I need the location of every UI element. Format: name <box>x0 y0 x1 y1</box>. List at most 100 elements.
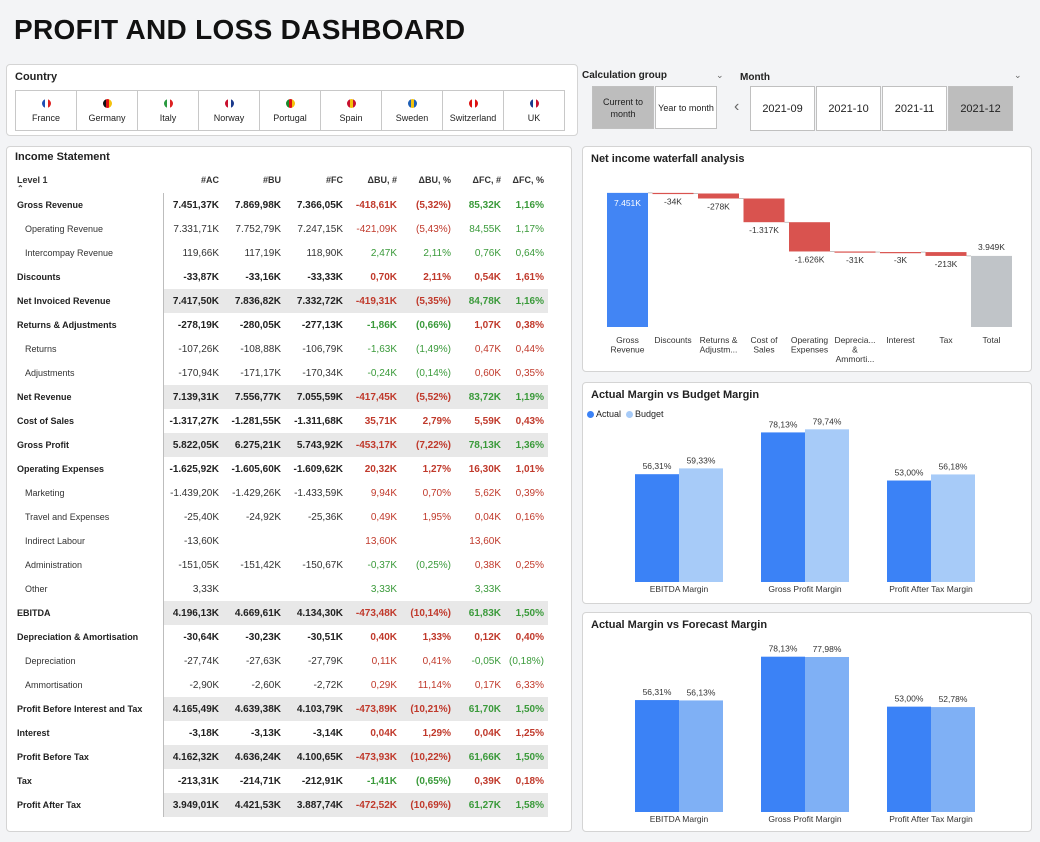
column-header[interactable]: #AC <box>200 175 219 185</box>
compare-bar[interactable] <box>931 707 975 812</box>
cell-fc: 3.887,74K <box>285 793 347 817</box>
month-option[interactable]: 2021-12 <box>948 86 1013 131</box>
sort-ascending-icon[interactable]: ⌃ <box>17 184 24 193</box>
cell-bu: 7.556,77K <box>223 385 285 409</box>
cell-dfc: 0,38K <box>474 559 501 571</box>
country-slicer-label: Country <box>15 71 58 83</box>
table-row[interactable]: Profit After Tax 3.949,01K 4.421,53K 3.887,… <box>13 793 549 817</box>
compare-bar[interactable] <box>679 468 723 582</box>
country-option-italy[interactable]: Italy <box>137 90 199 131</box>
table-row[interactable]: Profit Before Tax 4.162,32K 4.636,24K 4.100… <box>13 745 549 769</box>
table-row[interactable]: Gross Revenue 7.451,37K 7.869,98K 7.366,05K… <box>13 193 548 217</box>
table-row[interactable]: Marketing -1.439,20K -1.429,26K -1.433,59K 9… <box>13 481 548 505</box>
chevron-left-icon[interactable]: ‹ <box>734 98 740 115</box>
row-label: Cost of Sales <box>13 409 164 433</box>
row-label: Tax <box>13 769 164 793</box>
waterfall-bar[interactable] <box>743 198 785 223</box>
cell-fc: -106,79K <box>302 343 343 355</box>
country-option-uk[interactable]: UK <box>503 90 565 131</box>
country-option-france[interactable]: France <box>15 90 77 131</box>
waterfall-bar[interactable] <box>698 193 739 199</box>
country-option-portugal[interactable]: Portugal <box>259 90 321 131</box>
table-row[interactable]: Operating Expenses -1.625,92K -1.605,60K -1… <box>13 457 548 481</box>
waterfall-bar[interactable] <box>789 222 830 252</box>
country-option-germany[interactable]: Germany <box>76 90 138 131</box>
header-level-1[interactable]: Level 1 ⌃ <box>17 175 48 193</box>
compare-bar[interactable] <box>931 474 975 582</box>
table-row[interactable]: Administration -151,05K -151,42K -150,67K -0… <box>13 553 548 577</box>
cell-dbup: 0,70% <box>422 487 451 499</box>
cell-bu: 7.836,82K <box>223 289 285 313</box>
compare-bar[interactable] <box>805 656 849 812</box>
table-row[interactable]: Operating Revenue 7.331,71K 7.752,79K 7.247… <box>13 217 548 241</box>
waterfall-bar[interactable] <box>652 192 694 195</box>
table-row[interactable]: Travel and Expenses -25,40K -24,92K -25,36K… <box>13 505 548 529</box>
calc-option-year-to-month[interactable]: Year to month <box>655 86 717 129</box>
compare-bar[interactable] <box>679 700 723 812</box>
country-list: France Germany Italy Norway Portugal Spain Swe… <box>15 90 565 131</box>
table-row[interactable]: Ammortisation -2,90K -2,60K -2,72K 0,29K 11,1… <box>13 673 548 697</box>
table-row[interactable]: Profit Before Interest and Tax 4.165,49K 4… <box>13 697 549 721</box>
cell-fc: -1.433,59K <box>294 487 343 499</box>
chevron-down-icon[interactable]: ⌄ <box>716 70 724 80</box>
month-option[interactable]: 2021-10 <box>816 86 881 131</box>
table-row[interactable]: Net Invoiced Revenue 7.417,50K 7.836,82K 7.… <box>13 289 549 313</box>
country-option-norway[interactable]: Norway <box>198 90 260 131</box>
actual-bar[interactable] <box>635 474 679 582</box>
column-header[interactable]: ΔFC, # <box>472 175 501 185</box>
country-option-sweden[interactable]: Sweden <box>381 90 443 131</box>
calc-option-current-to-month[interactable]: Current to month <box>592 86 654 129</box>
table-row[interactable]: Tax -213,31K -214,71K -212,91K -1,41K (0,65%)… <box>13 769 548 793</box>
country-option-spain[interactable]: Spain <box>320 90 382 131</box>
cell-ac: -151,05K <box>178 559 219 571</box>
column-header[interactable]: ΔFC, % <box>512 175 545 185</box>
column-header[interactable]: ΔBU, # <box>367 175 397 185</box>
table-row[interactable]: Intercompay Revenue 119,66K 117,19K 118,90K… <box>13 241 548 265</box>
actual-bar[interactable] <box>887 480 931 582</box>
column-header[interactable]: ΔBU, % <box>418 175 451 185</box>
table-row[interactable]: Returns -107,26K -108,88K -106,79K -1,63K (1,… <box>13 337 548 361</box>
cell-ac: 7.331,71K <box>173 223 219 235</box>
cell-ac: 7.417,50K <box>163 289 223 313</box>
table-row[interactable]: Other 3,33K 3,33K 3,33K <box>13 577 548 601</box>
table-row[interactable]: Depreciation & Amortisation -30,64K -30,23… <box>13 625 548 649</box>
table-row[interactable]: Adjustments -170,94K -171,17K -170,34K -0,24… <box>13 361 548 385</box>
table-row[interactable]: Depreciation -27,74K -27,63K -27,79K 0,11K 0,… <box>13 649 548 673</box>
cell-dfcp: 1,17% <box>515 223 545 235</box>
column-header[interactable]: #BU <box>262 175 281 185</box>
compare-bar[interactable] <box>805 429 849 582</box>
actual-bar[interactable] <box>761 432 805 582</box>
waterfall-bar[interactable] <box>834 251 876 253</box>
column-header[interactable]: #FC <box>325 175 343 185</box>
waterfall-bar[interactable] <box>880 252 921 254</box>
row-label: Gross Revenue <box>13 193 164 217</box>
cell-bu: -280,05K <box>239 319 281 331</box>
waterfall-bar[interactable] <box>607 192 648 327</box>
flag-icon <box>407 98 417 108</box>
table-row[interactable]: Discounts -33,87K -33,16K -33,33K 0,70K 2,11%… <box>13 265 548 289</box>
category-label: Gross Profit Margin <box>768 584 841 594</box>
legend-item-budget[interactable]: Budget <box>626 409 664 419</box>
table-row[interactable]: Interest -3,18K -3,13K -3,14K 0,04K 1,29% 0,04… <box>13 721 548 745</box>
table-row[interactable]: Cost of Sales -1.317,27K -1.281,55K -1.311,… <box>13 409 548 433</box>
waterfall-bar[interactable] <box>971 255 1012 327</box>
waterfall-bar[interactable] <box>925 252 967 256</box>
country-option-switzerland[interactable]: Switzerland <box>442 90 504 131</box>
data-label: 78,13% <box>769 419 798 429</box>
month-option[interactable]: 2021-11 <box>882 86 947 131</box>
cell-dfc: 16,30K <box>468 463 501 475</box>
cell-dfc: 0,76K <box>474 247 501 259</box>
month-option[interactable]: 2021-09 <box>750 86 815 131</box>
table-row[interactable]: Returns & Adjustments -278,19K -280,05K -27… <box>13 313 548 337</box>
cell-dfc: 13,60K <box>469 535 501 547</box>
table-row[interactable]: EBITDA 4.196,13K 4.669,61K 4.134,30K -473,48… <box>13 601 549 625</box>
actual-bar[interactable] <box>761 656 805 812</box>
table-row[interactable]: Net Revenue 7.139,31K 7.556,77K 7.055,59K -4… <box>13 385 549 409</box>
table-row[interactable]: Indirect Labour -13,60K 13,60K 13,60K <box>13 529 548 553</box>
cell-ac: 7.451,37K <box>172 199 219 211</box>
table-row[interactable]: Gross Profit 5.822,05K 6.275,21K 5.743,92K -… <box>13 433 549 457</box>
chevron-down-icon[interactable]: ⌄ <box>1014 70 1022 80</box>
legend-item-actual[interactable]: Actual <box>587 409 621 419</box>
actual-bar[interactable] <box>887 706 931 812</box>
actual-bar[interactable] <box>635 700 679 812</box>
